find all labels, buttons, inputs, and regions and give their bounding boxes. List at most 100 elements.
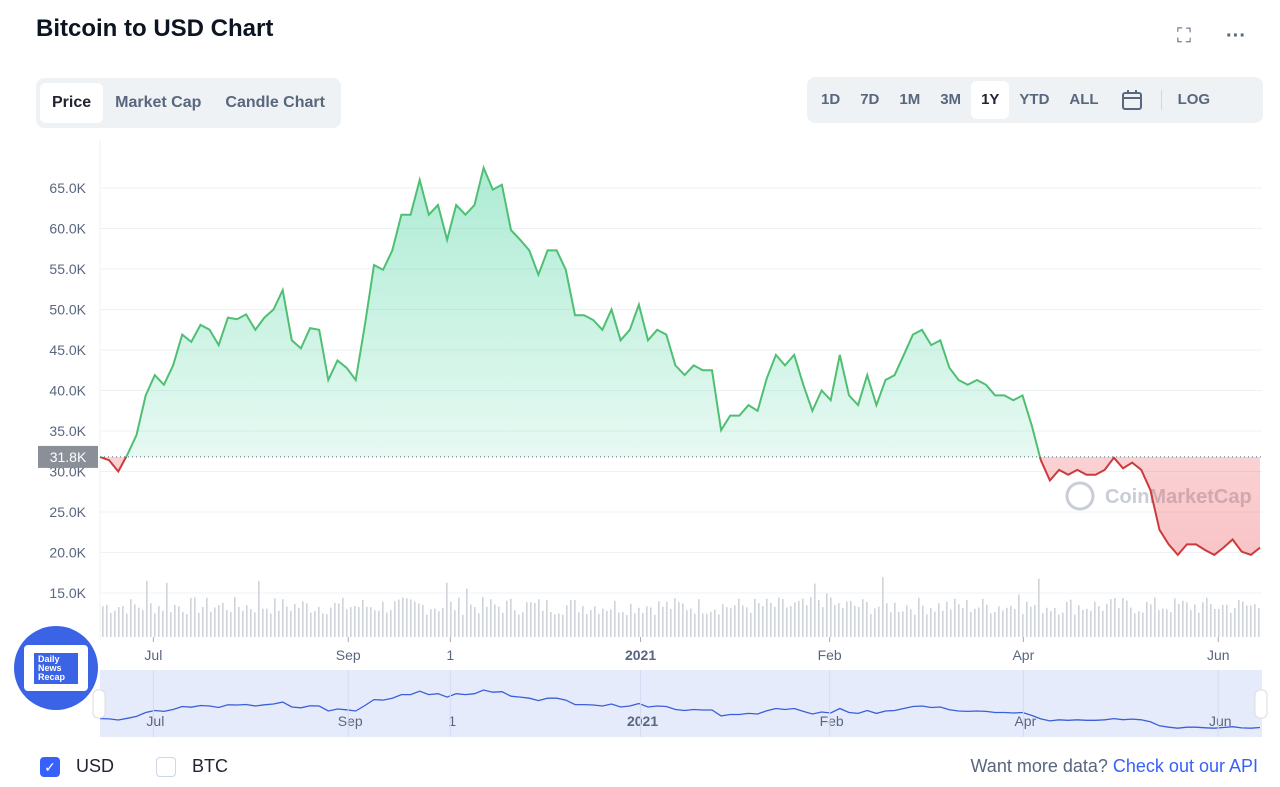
volume-bar: [818, 600, 820, 637]
navigator-handle-right[interactable]: [1255, 690, 1267, 718]
x-tick-label: Jun: [1207, 647, 1230, 663]
usd-checkbox[interactable]: ✓: [40, 757, 60, 777]
volume-bar: [558, 614, 560, 637]
volume-bar: [638, 608, 640, 637]
volume-bar: [506, 601, 508, 637]
volume-bar: [246, 605, 248, 637]
range-1y[interactable]: 1Y: [971, 81, 1009, 119]
volume-bar: [734, 605, 736, 637]
volume-bar: [1058, 614, 1060, 637]
x-tick-label: Feb: [818, 647, 842, 663]
range-1d[interactable]: 1D: [811, 81, 850, 119]
volume-bar: [190, 598, 192, 637]
volume-bar: [1206, 598, 1208, 637]
range-ytd[interactable]: YTD: [1009, 81, 1059, 119]
volume-bar: [370, 607, 372, 637]
navigator-handle-left[interactable]: [93, 690, 105, 718]
tab-market-cap[interactable]: Market Cap: [103, 83, 213, 123]
volume-bar: [430, 609, 432, 637]
volume-bar: [738, 599, 740, 637]
api-prefix: Want more data?: [970, 756, 1107, 776]
volume-bar: [962, 608, 964, 637]
volume-bar: [226, 610, 228, 637]
volume-bar: [530, 602, 532, 637]
volume-bar: [106, 605, 108, 637]
volume-bar: [574, 600, 576, 637]
volume-bar: [622, 612, 624, 637]
volume-bar: [158, 606, 160, 637]
volume-bar: [626, 615, 628, 637]
volume-bar: [534, 603, 536, 637]
volume-bar: [1098, 606, 1100, 637]
volume-bar: [358, 607, 360, 637]
price-chart[interactable]: CoinMarketCap 15.0K20.0K25.0K30.0K35.0K4…: [0, 140, 1280, 750]
volume-bar: [1038, 579, 1040, 637]
legend-usd[interactable]: ✓ USD: [40, 756, 114, 777]
volume-bar: [550, 612, 552, 637]
volume-bar: [986, 605, 988, 637]
volume-bar: [1002, 610, 1004, 637]
volume-bar: [690, 609, 692, 637]
divider: [1161, 90, 1162, 110]
x-tick-label: 2021: [625, 647, 656, 663]
volume-bar: [678, 602, 680, 637]
btc-label: BTC: [192, 756, 228, 777]
range-1m[interactable]: 1M: [889, 81, 930, 119]
api-link[interactable]: Check out our API: [1113, 756, 1258, 776]
volume-bar: [546, 600, 548, 637]
volume-bar: [1050, 611, 1052, 637]
volume-bar: [1222, 605, 1224, 637]
volume-bar: [666, 602, 668, 637]
volume-bar: [970, 612, 972, 637]
volume-bar: [290, 611, 292, 637]
log-scale-toggle[interactable]: LOG: [1168, 81, 1221, 119]
volume-bar: [386, 613, 388, 637]
volume-bar: [514, 610, 516, 637]
volume-bar: [442, 608, 444, 637]
volume-bar: [830, 597, 832, 637]
volume-bar: [1250, 606, 1252, 637]
volume-bar: [990, 613, 992, 637]
volume-bar: [898, 612, 900, 637]
volume-bar: [1118, 608, 1120, 637]
volume-bar: [166, 583, 168, 637]
volume-bar: [222, 603, 224, 637]
volume-bar: [1162, 609, 1164, 637]
volume-bar: [606, 611, 608, 637]
volume-bar: [102, 606, 104, 637]
volume-bar: [142, 610, 144, 637]
volume-bar: [198, 613, 200, 637]
tab-candle-chart[interactable]: Candle Chart: [213, 83, 337, 123]
volume-bar: [1158, 610, 1160, 637]
volume-bar: [382, 602, 384, 637]
volume-bar: [714, 610, 716, 637]
range-3m[interactable]: 3M: [930, 81, 971, 119]
volume-bar: [610, 610, 612, 637]
usd-label: USD: [76, 756, 114, 777]
volume-bar: [1150, 604, 1152, 637]
volume-bar: [1086, 609, 1088, 637]
volume-bar: [170, 612, 172, 637]
volume-bar: [834, 605, 836, 637]
volume-bar: [502, 613, 504, 637]
volume-bar: [654, 615, 656, 637]
volume-bar: [1198, 613, 1200, 637]
btc-checkbox[interactable]: [156, 757, 176, 777]
calendar-icon[interactable]: [1109, 81, 1155, 119]
volume-bar: [1202, 602, 1204, 637]
volume-bar: [706, 614, 708, 637]
range-7d[interactable]: 7D: [850, 81, 889, 119]
volume-bar: [258, 581, 260, 637]
volume-bar: [770, 603, 772, 637]
more-horizontal-icon[interactable]: ···: [1224, 24, 1248, 48]
volume-bar: [298, 608, 300, 637]
volume-bar: [334, 603, 336, 637]
tab-price[interactable]: Price: [40, 83, 103, 123]
legend-btc[interactable]: BTC: [156, 756, 228, 777]
volume-bar: [326, 614, 328, 637]
expand-icon[interactable]: ⛶: [1172, 24, 1196, 48]
x-tick-label: Jul: [144, 647, 162, 663]
volume-bar: [958, 604, 960, 637]
range-all[interactable]: ALL: [1059, 81, 1108, 119]
volume-bar: [882, 577, 884, 637]
